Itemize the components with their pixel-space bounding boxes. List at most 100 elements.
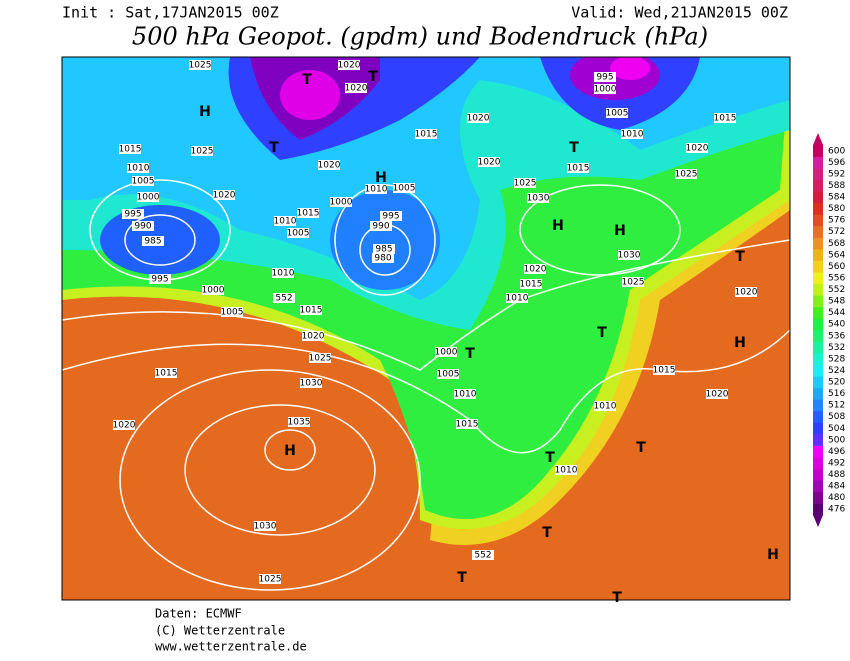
pressure-center: H (375, 170, 387, 186)
isobar-label: 1010 (621, 130, 644, 140)
colorbar-label: 496 (828, 447, 845, 457)
isobar-label: 552 (275, 294, 292, 304)
colorbar-cell (813, 237, 823, 250)
isobar-label: 1020 (524, 265, 547, 275)
colorbar-label: 540 (828, 320, 845, 330)
isobar-label-box (191, 146, 213, 156)
isobar-label: 1010 (555, 466, 578, 476)
colorbar-label: 484 (828, 482, 845, 492)
isobar-label-box (370, 221, 392, 231)
colorbar-label: 552 (828, 285, 845, 295)
isobar-label: 1030 (300, 379, 323, 389)
isobar-label: 1020 (478, 158, 501, 168)
colorbar-cell (813, 179, 823, 192)
pressure-center: T (612, 590, 622, 606)
colorbar-label: 592 (828, 169, 845, 179)
isobar-label-box (345, 83, 367, 93)
colorbar-cell (813, 191, 823, 204)
isobar-label: 995 (124, 210, 141, 220)
isobar-label: 1020 (213, 191, 236, 201)
isobar-label-box (686, 143, 708, 153)
colorbar-cell (813, 168, 823, 180)
isobar-label: 1005 (606, 109, 629, 119)
isobar-label: 1005 (437, 370, 460, 380)
isobar-label-box (137, 192, 159, 202)
isobar-label: 1015 (567, 164, 590, 174)
isobar-label-box (456, 419, 478, 429)
isobar-label-box (527, 193, 549, 203)
isobar-label: 1020 (467, 114, 490, 124)
colorbar-label: 488 (828, 470, 845, 480)
colorbar-cell (813, 491, 823, 504)
colorbar-cell (813, 341, 823, 354)
isobar-label: 1010 (594, 402, 617, 412)
isobar-label: 552 (474, 551, 491, 561)
isobar-label: 1025 (191, 147, 214, 157)
footer-source: Daten: ECMWF (155, 607, 242, 621)
isobar-label-box (472, 550, 494, 560)
colorbar-cell (813, 260, 823, 273)
colorbar-label: 532 (828, 343, 845, 353)
isobar-label: 1015 (653, 366, 676, 376)
isobar-label-box (478, 157, 500, 167)
colorbar-cell (813, 295, 823, 308)
isobar-label: 1020 (318, 161, 341, 171)
colorbar-arrow-top (813, 133, 823, 145)
isobar-label: 1020 (686, 144, 709, 154)
isobar-label-box (618, 250, 640, 260)
isobar-label-box (259, 574, 281, 584)
colorbar-cell (813, 422, 823, 435)
colorbar-cell (813, 306, 823, 319)
colorbar-label: 480 (828, 493, 845, 503)
colorbar-cell (813, 318, 823, 331)
isobar-label: 1010 (454, 390, 477, 400)
isobar-label-box (365, 184, 387, 194)
colorbar-label: 504 (828, 424, 845, 434)
isobar-label-box (297, 208, 319, 218)
isobar-label-box (288, 417, 310, 427)
colorbar-cell (813, 283, 823, 296)
colorbar-label: 596 (828, 158, 845, 168)
isobar-label: 1015 (300, 306, 323, 316)
colorbar-label: 548 (828, 297, 845, 307)
isobar-label: 1015 (714, 114, 737, 124)
isobar-label-box (622, 277, 644, 287)
isobar-label-box (122, 209, 144, 219)
isobar-label-box (302, 331, 324, 341)
colorbar-arrow-bottom (813, 515, 823, 527)
colorbar-label: 508 (828, 412, 845, 422)
colorbar-label: 516 (828, 389, 845, 399)
isobar-label: 995 (382, 212, 399, 222)
isobar-label-box (520, 279, 542, 289)
isobar-labels: 1025 102010209951000100510101015102010251… (113, 60, 779, 606)
isobar-label-box (514, 178, 536, 188)
isobar-label-box (435, 347, 457, 357)
colorbar-cell (813, 399, 823, 412)
isobar-label-box (467, 113, 489, 123)
isobar-label-box (338, 60, 360, 70)
isobar-label: 980 (374, 254, 391, 264)
isobar-label-box (555, 465, 577, 475)
isobar-label: 990 (134, 222, 151, 232)
pressure-center: T (569, 140, 579, 156)
map-field (62, 57, 790, 600)
isobar-label: 1020 (706, 390, 729, 400)
isobar-label: 1030 (527, 194, 550, 204)
colorbar-cell (813, 156, 823, 169)
colorbar-cell (813, 364, 823, 377)
isobar-label: 985 (375, 245, 392, 255)
init-time: Init : Sat,17JAN2015 00Z (62, 4, 279, 22)
isobar-label-box (506, 293, 528, 303)
colorbar-cell (813, 410, 823, 423)
isobar-label-box (272, 268, 294, 278)
colorbar-label: 512 (828, 401, 845, 411)
pressure-center: H (552, 218, 564, 234)
isobar-label: 1000 (202, 286, 225, 296)
colorbar-cell (813, 353, 823, 365)
isobar-label: 1015 (119, 145, 142, 155)
colorbar-cell (813, 503, 823, 516)
colorbar-label: 528 (828, 354, 845, 364)
isobar-label-box (119, 144, 141, 154)
isobar-label-box (653, 365, 675, 375)
